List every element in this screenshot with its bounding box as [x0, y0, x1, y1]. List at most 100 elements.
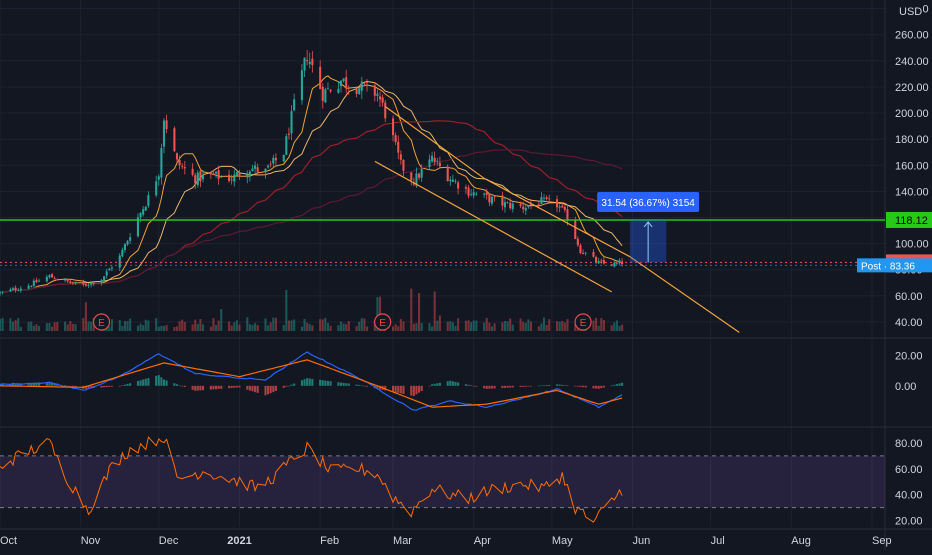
candle[interactable] [228, 174, 231, 181]
candle[interactable] [582, 252, 585, 254]
earnings-marker[interactable] [374, 313, 392, 331]
candle[interactable] [483, 193, 486, 195]
candle[interactable] [488, 193, 491, 203]
candle[interactable] [30, 285, 33, 287]
candle[interactable] [71, 282, 74, 284]
candle[interactable] [256, 167, 259, 172]
candle[interactable] [178, 160, 181, 166]
candle[interactable] [454, 181, 457, 182]
candle[interactable] [175, 153, 179, 160]
candle[interactable] [574, 219, 577, 239]
candle[interactable] [181, 166, 184, 167]
candle[interactable] [537, 204, 540, 206]
candle[interactable] [74, 281, 77, 284]
earnings-marker[interactable] [574, 313, 592, 331]
candle[interactable] [194, 175, 197, 184]
candle[interactable] [123, 244, 126, 250]
candle[interactable] [376, 93, 379, 96]
candle[interactable] [14, 287, 17, 291]
candle[interactable] [220, 176, 223, 178]
candle[interactable] [287, 133, 290, 135]
candle[interactable] [269, 163, 272, 165]
candle[interactable] [103, 276, 106, 281]
candle-layer[interactable] [0, 50, 624, 297]
candle[interactable] [475, 193, 478, 195]
candle[interactable] [300, 70, 303, 101]
candle[interactable] [420, 168, 423, 178]
candle[interactable] [217, 170, 220, 179]
candle[interactable] [511, 203, 514, 210]
candle[interactable] [566, 209, 569, 221]
candle[interactable] [191, 168, 194, 175]
measure-label-box[interactable] [597, 191, 700, 212]
candle[interactable] [27, 285, 30, 289]
candle[interactable] [558, 206, 561, 208]
candle[interactable] [522, 206, 525, 210]
candle[interactable] [576, 238, 579, 246]
candle[interactable] [303, 57, 306, 71]
candle[interactable] [199, 171, 202, 182]
candle[interactable] [118, 255, 121, 268]
drawing-layer[interactable]: 31.54 (36.67%) 3154 E E E [0, 106, 885, 333]
candle[interactable] [365, 82, 369, 84]
candle[interactable] [394, 135, 397, 143]
candle[interactable] [90, 282, 93, 285]
candle[interactable] [540, 197, 543, 205]
channel-lower-line[interactable] [374, 160, 612, 293]
candle[interactable] [238, 173, 241, 177]
candle[interactable] [51, 274, 54, 278]
channel-extension-line[interactable] [629, 256, 740, 333]
candle[interactable] [355, 89, 358, 94]
candle[interactable] [144, 206, 147, 211]
label-layer[interactable]: 118.1285.59Post · 83.36 [857, 211, 932, 273]
candle[interactable] [264, 168, 267, 173]
candle[interactable] [1, 291, 4, 293]
candle[interactable] [136, 217, 139, 237]
candle[interactable] [618, 260, 621, 264]
candle[interactable] [542, 197, 546, 199]
candle[interactable] [215, 171, 218, 174]
earnings-marker[interactable] [92, 313, 111, 331]
post-market-tag[interactable] [857, 258, 895, 273]
candle[interactable] [48, 275, 51, 278]
candle[interactable] [100, 279, 103, 284]
candle[interactable] [108, 268, 111, 271]
candle[interactable] [337, 88, 340, 93]
candle[interactable] [501, 195, 504, 206]
candle[interactable] [446, 166, 449, 182]
candle[interactable] [329, 89, 332, 92]
candle[interactable] [285, 136, 288, 155]
candle[interactable] [595, 256, 598, 263]
candle[interactable] [35, 279, 38, 283]
candle[interactable] [381, 97, 384, 103]
candle[interactable] [326, 88, 330, 90]
candle[interactable] [397, 141, 400, 153]
channel-upper-line[interactable] [384, 106, 631, 258]
candle[interactable] [457, 182, 460, 189]
candle[interactable] [493, 196, 496, 198]
candle[interactable] [92, 282, 95, 284]
candle[interactable] [363, 83, 366, 85]
candle[interactable] [555, 199, 559, 208]
candle[interactable] [503, 202, 507, 208]
candle[interactable] [506, 202, 509, 204]
candle[interactable] [621, 261, 624, 265]
candle[interactable] [561, 205, 564, 208]
candle[interactable] [485, 192, 488, 195]
candle[interactable] [251, 168, 254, 171]
candle[interactable] [84, 284, 87, 286]
candle[interactable] [449, 179, 452, 182]
candle[interactable] [157, 176, 160, 180]
candle[interactable] [509, 202, 512, 209]
candle[interactable] [0, 292, 2, 294]
candle[interactable] [38, 280, 41, 282]
candle[interactable] [209, 173, 212, 175]
candle[interactable] [415, 173, 418, 186]
candle[interactable] [438, 162, 441, 167]
candle[interactable] [82, 281, 85, 285]
candle[interactable] [373, 85, 376, 96]
candle[interactable] [360, 81, 363, 91]
candle[interactable] [467, 187, 470, 196]
candle[interactable] [311, 58, 314, 66]
candle[interactable] [347, 87, 350, 89]
